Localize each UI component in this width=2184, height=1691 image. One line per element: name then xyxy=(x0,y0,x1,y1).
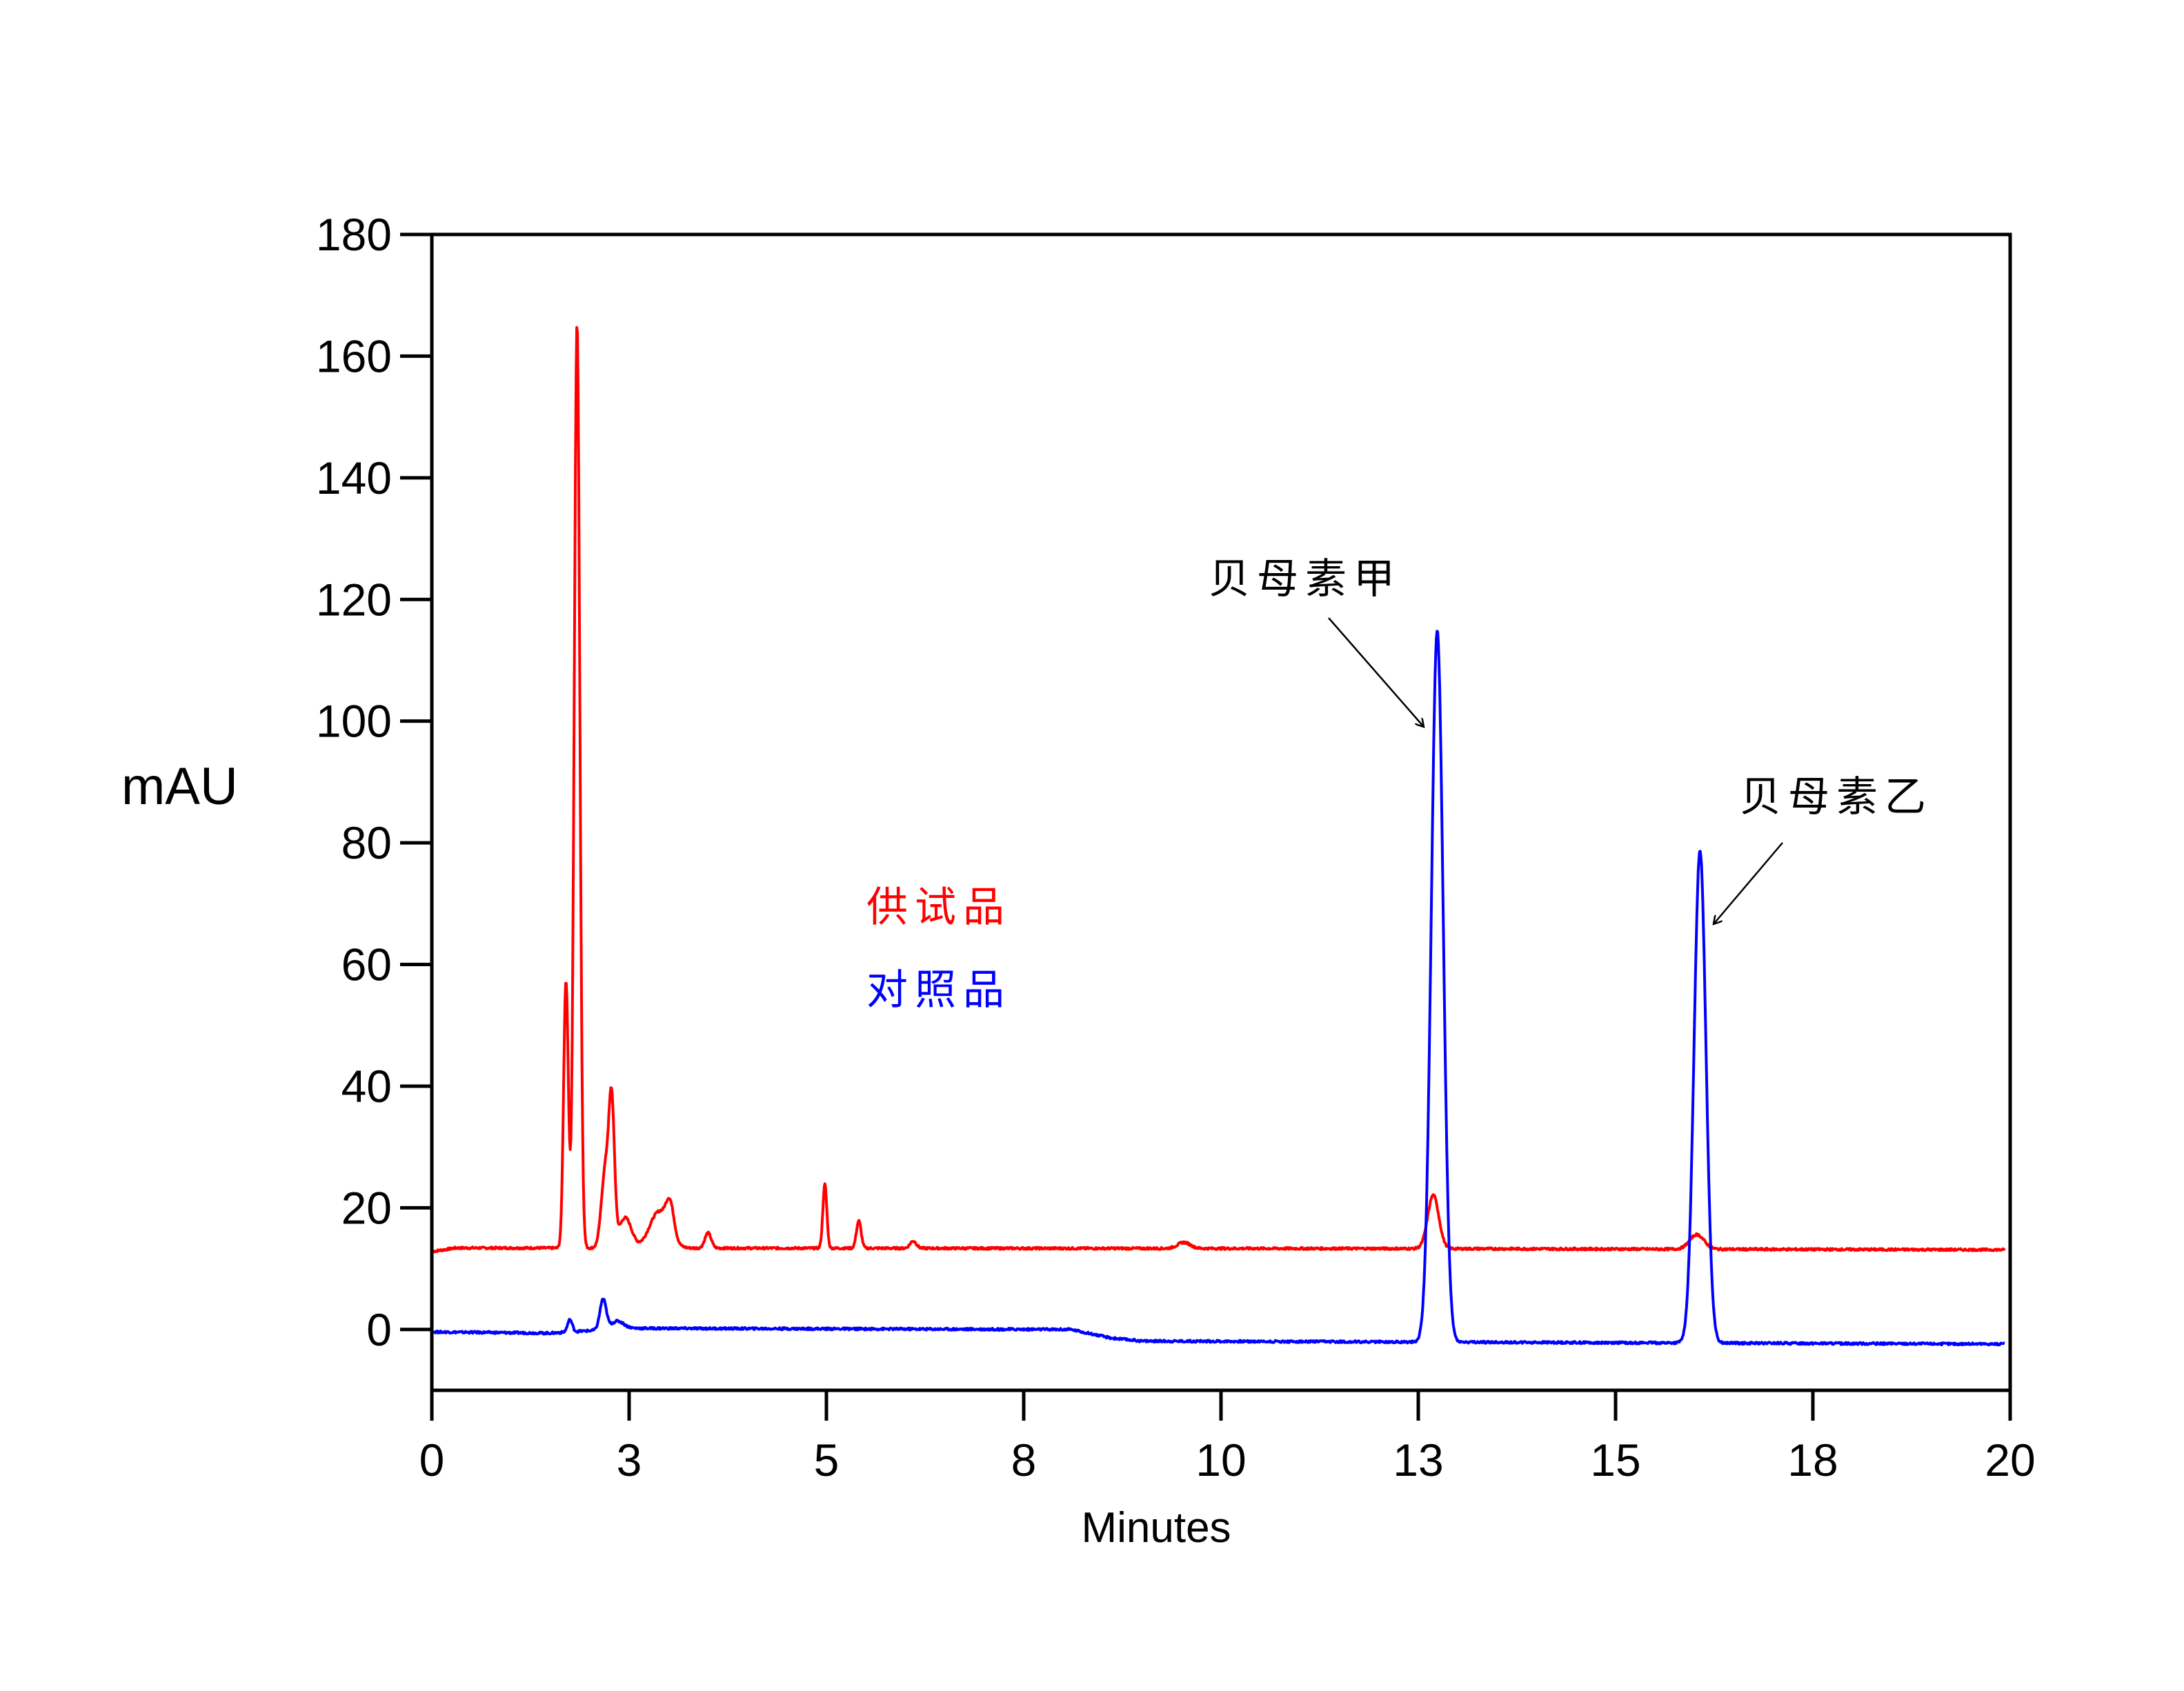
y-tick-label: 80 xyxy=(341,817,392,868)
legend-entry-sample: 供试品 xyxy=(866,883,1011,932)
y-tick-label: 0 xyxy=(366,1304,392,1355)
y-tick-label: 40 xyxy=(341,1061,392,1112)
y-tick-label: 100 xyxy=(316,696,392,747)
x-axis: 0 3 5 8 10 13 15 18 20 xyxy=(419,1390,2036,1485)
y-tick-label: 180 xyxy=(316,209,392,260)
x-tick-label: 8 xyxy=(1011,1434,1037,1485)
y-axis-title: mAU xyxy=(121,757,238,816)
annotation-peimine: 贝母素甲 xyxy=(1209,555,1402,603)
series-line-reference xyxy=(432,630,2005,1347)
x-tick-label: 15 xyxy=(1590,1434,1640,1485)
x-tick-label: 10 xyxy=(1195,1434,1246,1485)
x-axis-title: Minutes xyxy=(1081,1504,1231,1552)
y-tick-label: 140 xyxy=(316,452,392,503)
y-tick-label: 20 xyxy=(341,1182,392,1233)
traces xyxy=(432,326,2006,1347)
annotation-arrow-peimine xyxy=(1328,617,1424,727)
x-tick-label: 13 xyxy=(1393,1434,1443,1485)
x-tick-label: 20 xyxy=(1985,1434,2035,1485)
y-tick-label: 120 xyxy=(316,574,392,625)
y-axis: 0 20 40 60 80 100 120 140 160 180 xyxy=(316,209,432,1355)
y-tick-label: 160 xyxy=(316,330,392,381)
legend-entry-reference: 对照品 xyxy=(866,966,1011,1014)
y-tick-label: 60 xyxy=(341,939,392,990)
x-tick-label: 5 xyxy=(814,1434,840,1485)
series-line-sample xyxy=(433,326,2006,1254)
x-tick-label: 0 xyxy=(419,1434,445,1485)
annotation-peiminine: 贝母素乙 xyxy=(1740,773,1933,821)
x-tick-label: 18 xyxy=(1787,1434,1838,1485)
annotation-arrow-peiminine xyxy=(1714,842,1783,924)
x-tick-label: 3 xyxy=(617,1434,642,1485)
